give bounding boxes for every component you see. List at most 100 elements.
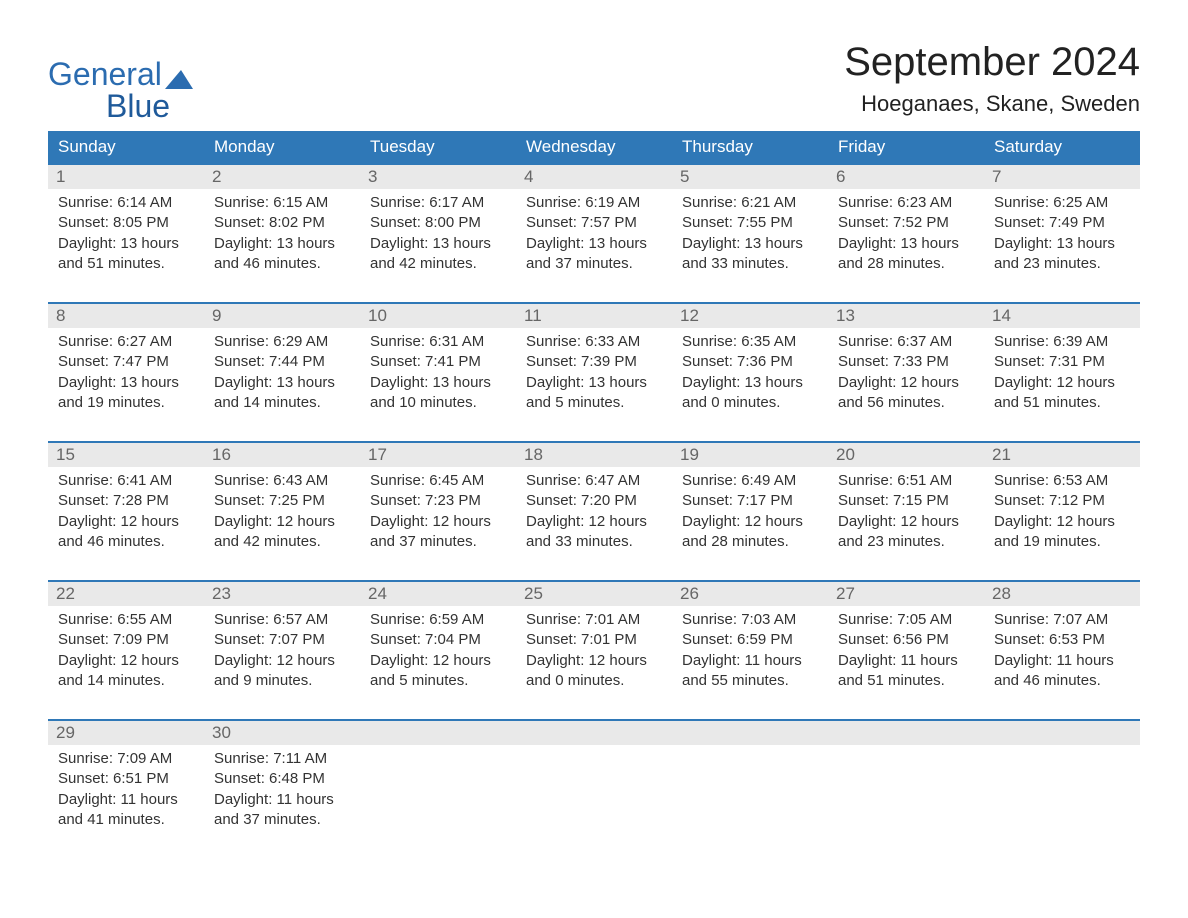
sunset-text: Sunset: 7:01 PM	[526, 630, 662, 650]
dow-saturday: Saturday	[984, 131, 1140, 165]
day-cell: Sunrise: 6:43 AMSunset: 7:25 PMDaylight:…	[204, 467, 360, 556]
sunrise-text: Sunrise: 6:33 AM	[526, 332, 662, 352]
day-number: 30	[204, 721, 360, 745]
day-number: 4	[516, 165, 672, 189]
sunrise-text: Sunrise: 6:31 AM	[370, 332, 506, 352]
day-number: 16	[204, 443, 360, 467]
daylight-text: Daylight: 11 hours and 37 minutes.	[214, 790, 350, 831]
day-number: 28	[984, 582, 1140, 606]
day-cell: Sunrise: 6:15 AMSunset: 8:02 PMDaylight:…	[204, 189, 360, 278]
day-number: 8	[48, 304, 204, 328]
day-number-strip: 15161718192021	[48, 443, 1140, 467]
day-cell: Sunrise: 6:47 AMSunset: 7:20 PMDaylight:…	[516, 467, 672, 556]
daylight-text: Daylight: 11 hours and 55 minutes.	[682, 651, 818, 692]
sunrise-text: Sunrise: 6:41 AM	[58, 471, 194, 491]
day-cell	[516, 745, 672, 834]
day-number	[360, 721, 516, 745]
sunrise-text: Sunrise: 6:17 AM	[370, 193, 506, 213]
sunrise-text: Sunrise: 7:03 AM	[682, 610, 818, 630]
sunset-text: Sunset: 6:48 PM	[214, 769, 350, 789]
week-block: 22232425262728Sunrise: 6:55 AMSunset: 7:…	[48, 580, 1140, 695]
daylight-text: Daylight: 11 hours and 51 minutes.	[838, 651, 974, 692]
sunset-text: Sunset: 6:59 PM	[682, 630, 818, 650]
day-number: 24	[360, 582, 516, 606]
day-number: 19	[672, 443, 828, 467]
sunrise-text: Sunrise: 6:25 AM	[994, 193, 1130, 213]
dow-wednesday: Wednesday	[516, 131, 672, 165]
week-body-row: Sunrise: 6:14 AMSunset: 8:05 PMDaylight:…	[48, 189, 1140, 278]
day-cell	[828, 745, 984, 834]
day-cell: Sunrise: 7:01 AMSunset: 7:01 PMDaylight:…	[516, 606, 672, 695]
day-cell: Sunrise: 6:49 AMSunset: 7:17 PMDaylight:…	[672, 467, 828, 556]
daylight-text: Daylight: 13 hours and 37 minutes.	[526, 234, 662, 275]
day-number-strip: 891011121314	[48, 304, 1140, 328]
sunset-text: Sunset: 7:15 PM	[838, 491, 974, 511]
sunrise-text: Sunrise: 6:49 AM	[682, 471, 818, 491]
week-body-row: Sunrise: 7:09 AMSunset: 6:51 PMDaylight:…	[48, 745, 1140, 834]
brand-word-2: Blue	[48, 88, 170, 124]
day-number: 13	[828, 304, 984, 328]
day-number	[672, 721, 828, 745]
daylight-text: Daylight: 12 hours and 42 minutes.	[214, 512, 350, 553]
sunrise-text: Sunrise: 6:15 AM	[214, 193, 350, 213]
brand-logo: General Blue	[48, 40, 194, 122]
sunrise-text: Sunrise: 6:59 AM	[370, 610, 506, 630]
day-number: 3	[360, 165, 516, 189]
sunset-text: Sunset: 8:05 PM	[58, 213, 194, 233]
day-cell: Sunrise: 7:11 AMSunset: 6:48 PMDaylight:…	[204, 745, 360, 834]
daylight-text: Daylight: 12 hours and 14 minutes.	[58, 651, 194, 692]
week-body-row: Sunrise: 6:27 AMSunset: 7:47 PMDaylight:…	[48, 328, 1140, 417]
day-cell: Sunrise: 6:59 AMSunset: 7:04 PMDaylight:…	[360, 606, 516, 695]
day-number: 26	[672, 582, 828, 606]
sunset-text: Sunset: 7:49 PM	[994, 213, 1130, 233]
sunset-text: Sunset: 7:23 PM	[370, 491, 506, 511]
sunset-text: Sunset: 7:47 PM	[58, 352, 194, 372]
day-cell: Sunrise: 6:29 AMSunset: 7:44 PMDaylight:…	[204, 328, 360, 417]
sunrise-text: Sunrise: 6:43 AM	[214, 471, 350, 491]
sunset-text: Sunset: 8:00 PM	[370, 213, 506, 233]
day-cell: Sunrise: 6:37 AMSunset: 7:33 PMDaylight:…	[828, 328, 984, 417]
day-number: 10	[360, 304, 516, 328]
day-number: 22	[48, 582, 204, 606]
header-row: General Blue September 2024 Hoeganaes, S…	[48, 40, 1140, 127]
weeks-container: 1234567Sunrise: 6:14 AMSunset: 8:05 PMDa…	[48, 165, 1140, 834]
sunrise-text: Sunrise: 6:21 AM	[682, 193, 818, 213]
daylight-text: Daylight: 13 hours and 42 minutes.	[370, 234, 506, 275]
day-cell: Sunrise: 6:31 AMSunset: 7:41 PMDaylight:…	[360, 328, 516, 417]
dow-monday: Monday	[204, 131, 360, 165]
day-number: 14	[984, 304, 1140, 328]
dow-friday: Friday	[828, 131, 984, 165]
day-number: 25	[516, 582, 672, 606]
day-cell: Sunrise: 6:27 AMSunset: 7:47 PMDaylight:…	[48, 328, 204, 417]
sunrise-text: Sunrise: 6:27 AM	[58, 332, 194, 352]
day-number-strip: 1234567	[48, 165, 1140, 189]
day-cell: Sunrise: 6:55 AMSunset: 7:09 PMDaylight:…	[48, 606, 204, 695]
sunrise-text: Sunrise: 6:39 AM	[994, 332, 1130, 352]
sunrise-text: Sunrise: 6:23 AM	[838, 193, 974, 213]
sunrise-text: Sunrise: 6:47 AM	[526, 471, 662, 491]
daylight-text: Daylight: 12 hours and 28 minutes.	[682, 512, 818, 553]
day-cell: Sunrise: 6:17 AMSunset: 8:00 PMDaylight:…	[360, 189, 516, 278]
daylight-text: Daylight: 13 hours and 33 minutes.	[682, 234, 818, 275]
day-number: 9	[204, 304, 360, 328]
day-cell: Sunrise: 6:41 AMSunset: 7:28 PMDaylight:…	[48, 467, 204, 556]
day-number: 7	[984, 165, 1140, 189]
sunrise-text: Sunrise: 6:29 AM	[214, 332, 350, 352]
sunrise-text: Sunrise: 6:53 AM	[994, 471, 1130, 491]
day-cell: Sunrise: 6:23 AMSunset: 7:52 PMDaylight:…	[828, 189, 984, 278]
sunset-text: Sunset: 7:20 PM	[526, 491, 662, 511]
dow-tuesday: Tuesday	[360, 131, 516, 165]
daylight-text: Daylight: 13 hours and 23 minutes.	[994, 234, 1130, 275]
day-number: 2	[204, 165, 360, 189]
day-number: 17	[360, 443, 516, 467]
daylight-text: Daylight: 12 hours and 37 minutes.	[370, 512, 506, 553]
day-cell: Sunrise: 7:09 AMSunset: 6:51 PMDaylight:…	[48, 745, 204, 834]
daylight-text: Daylight: 13 hours and 28 minutes.	[838, 234, 974, 275]
day-cell: Sunrise: 7:05 AMSunset: 6:56 PMDaylight:…	[828, 606, 984, 695]
sunrise-text: Sunrise: 7:11 AM	[214, 749, 350, 769]
sunset-text: Sunset: 8:02 PM	[214, 213, 350, 233]
day-number: 20	[828, 443, 984, 467]
sunrise-text: Sunrise: 6:19 AM	[526, 193, 662, 213]
sunrise-text: Sunrise: 6:37 AM	[838, 332, 974, 352]
daylight-text: Daylight: 13 hours and 51 minutes.	[58, 234, 194, 275]
